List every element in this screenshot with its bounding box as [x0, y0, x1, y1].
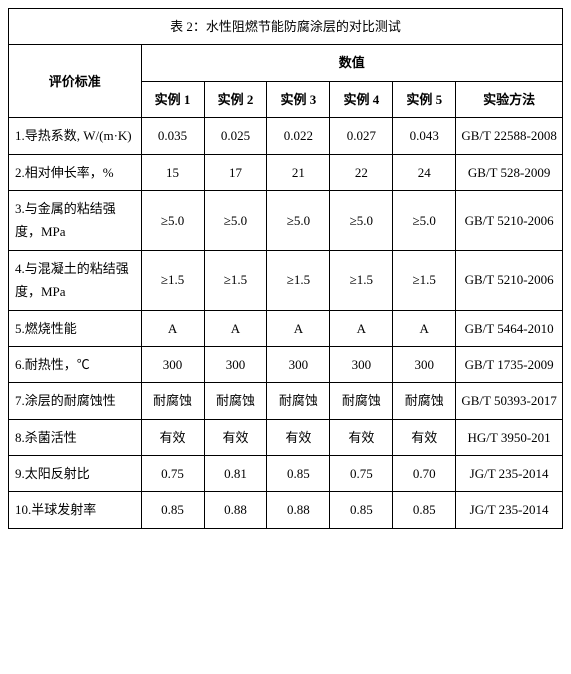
cell-method: GB/T 50393-2017 [456, 383, 563, 419]
cell-value: 300 [330, 346, 393, 382]
cell-value: 0.75 [330, 456, 393, 492]
cell-value: 0.022 [267, 118, 330, 154]
cell-value: ≥1.5 [267, 250, 330, 310]
table-body: 1.导热系数, W/(m·K)0.0350.0250.0220.0270.043… [9, 118, 563, 529]
cell-value: ≥5.0 [330, 190, 393, 250]
cell-method: GB/T 1735-2009 [456, 346, 563, 382]
cell-value: 耐腐蚀 [393, 383, 456, 419]
cell-value: 0.75 [141, 456, 204, 492]
cell-value: 0.85 [267, 456, 330, 492]
cell-value: 0.81 [204, 456, 267, 492]
table-row: 5.燃烧性能AAAAAGB/T 5464-2010 [9, 310, 563, 346]
cell-value: A [267, 310, 330, 346]
table-row: 4.与混凝土的粘结强度，MPa≥1.5≥1.5≥1.5≥1.5≥1.5GB/T … [9, 250, 563, 310]
table-row: 8.杀菌活性有效有效有效有效有效HG/T 3950-201 [9, 419, 563, 455]
header-criteria: 评价标准 [9, 45, 142, 118]
header-col-0: 实例 1 [141, 81, 204, 117]
header-col-2: 实例 3 [267, 81, 330, 117]
row-label: 9.太阳反射比 [9, 456, 142, 492]
cell-value: ≥5.0 [204, 190, 267, 250]
cell-value: 有效 [393, 419, 456, 455]
cell-method: HG/T 3950-201 [456, 419, 563, 455]
comparison-table: 表 2：水性阻燃节能防腐涂层的对比测试 评价标准 数值 实例 1实例 2实例 3… [8, 8, 563, 529]
cell-value: 耐腐蚀 [267, 383, 330, 419]
row-label: 6.耐热性，℃ [9, 346, 142, 382]
cell-value: ≥5.0 [267, 190, 330, 250]
table-row: 2.相对伸长率，%1517212224GB/T 528-2009 [9, 154, 563, 190]
cell-value: 21 [267, 154, 330, 190]
cell-method: JG/T 235-2014 [456, 492, 563, 528]
cell-value: 0.85 [141, 492, 204, 528]
cell-value: 耐腐蚀 [141, 383, 204, 419]
cell-value: 耐腐蚀 [330, 383, 393, 419]
cell-method: JG/T 235-2014 [456, 456, 563, 492]
cell-method: GB/T 528-2009 [456, 154, 563, 190]
table-row: 10.半球发射率0.850.880.880.850.85JG/T 235-201… [9, 492, 563, 528]
header-values: 数值 [141, 45, 562, 81]
table-row: 3.与金属的粘结强度，MPa≥5.0≥5.0≥5.0≥5.0≥5.0GB/T 5… [9, 190, 563, 250]
cell-method: GB/T 5210-2006 [456, 250, 563, 310]
header-col-3: 实例 4 [330, 81, 393, 117]
row-label: 8.杀菌活性 [9, 419, 142, 455]
cell-value: 有效 [204, 419, 267, 455]
cell-method: GB/T 5464-2010 [456, 310, 563, 346]
cell-value: 0.035 [141, 118, 204, 154]
cell-value: 300 [141, 346, 204, 382]
cell-value: 0.70 [393, 456, 456, 492]
cell-value: 0.025 [204, 118, 267, 154]
cell-value: 0.85 [330, 492, 393, 528]
row-label: 3.与金属的粘结强度，MPa [9, 190, 142, 250]
cell-value: ≥1.5 [393, 250, 456, 310]
cell-value: ≥5.0 [141, 190, 204, 250]
cell-value: 有效 [267, 419, 330, 455]
cell-method: GB/T 22588-2008 [456, 118, 563, 154]
cell-value: A [393, 310, 456, 346]
cell-value: A [141, 310, 204, 346]
header-col-4: 实例 5 [393, 81, 456, 117]
cell-value: 0.88 [267, 492, 330, 528]
cell-value: 24 [393, 154, 456, 190]
cell-value: 0.027 [330, 118, 393, 154]
cell-value: 300 [267, 346, 330, 382]
cell-value: A [330, 310, 393, 346]
cell-value: 300 [204, 346, 267, 382]
cell-value: ≥1.5 [330, 250, 393, 310]
table-row: 9.太阳反射比0.750.810.850.750.70JG/T 235-2014 [9, 456, 563, 492]
cell-value: 有效 [141, 419, 204, 455]
cell-value: 15 [141, 154, 204, 190]
cell-value: ≥1.5 [141, 250, 204, 310]
cell-value: 22 [330, 154, 393, 190]
table-title: 表 2：水性阻燃节能防腐涂层的对比测试 [9, 9, 563, 45]
row-label: 5.燃烧性能 [9, 310, 142, 346]
cell-value: 0.88 [204, 492, 267, 528]
row-label: 4.与混凝土的粘结强度，MPa [9, 250, 142, 310]
cell-value: 0.85 [393, 492, 456, 528]
cell-value: 17 [204, 154, 267, 190]
table-row: 6.耐热性，℃300300300300300GB/T 1735-2009 [9, 346, 563, 382]
row-label: 10.半球发射率 [9, 492, 142, 528]
table-row: 1.导热系数, W/(m·K)0.0350.0250.0220.0270.043… [9, 118, 563, 154]
cell-value: A [204, 310, 267, 346]
cell-value: 300 [393, 346, 456, 382]
header-col-5: 实验方法 [456, 81, 563, 117]
table-row: 7.涂层的耐腐蚀性耐腐蚀耐腐蚀耐腐蚀耐腐蚀耐腐蚀GB/T 50393-2017 [9, 383, 563, 419]
row-label: 2.相对伸长率，% [9, 154, 142, 190]
cell-method: GB/T 5210-2006 [456, 190, 563, 250]
row-label: 7.涂层的耐腐蚀性 [9, 383, 142, 419]
cell-value: ≥5.0 [393, 190, 456, 250]
cell-value: 耐腐蚀 [204, 383, 267, 419]
header-col-1: 实例 2 [204, 81, 267, 117]
cell-value: 0.043 [393, 118, 456, 154]
row-label: 1.导热系数, W/(m·K) [9, 118, 142, 154]
cell-value: 有效 [330, 419, 393, 455]
cell-value: ≥1.5 [204, 250, 267, 310]
